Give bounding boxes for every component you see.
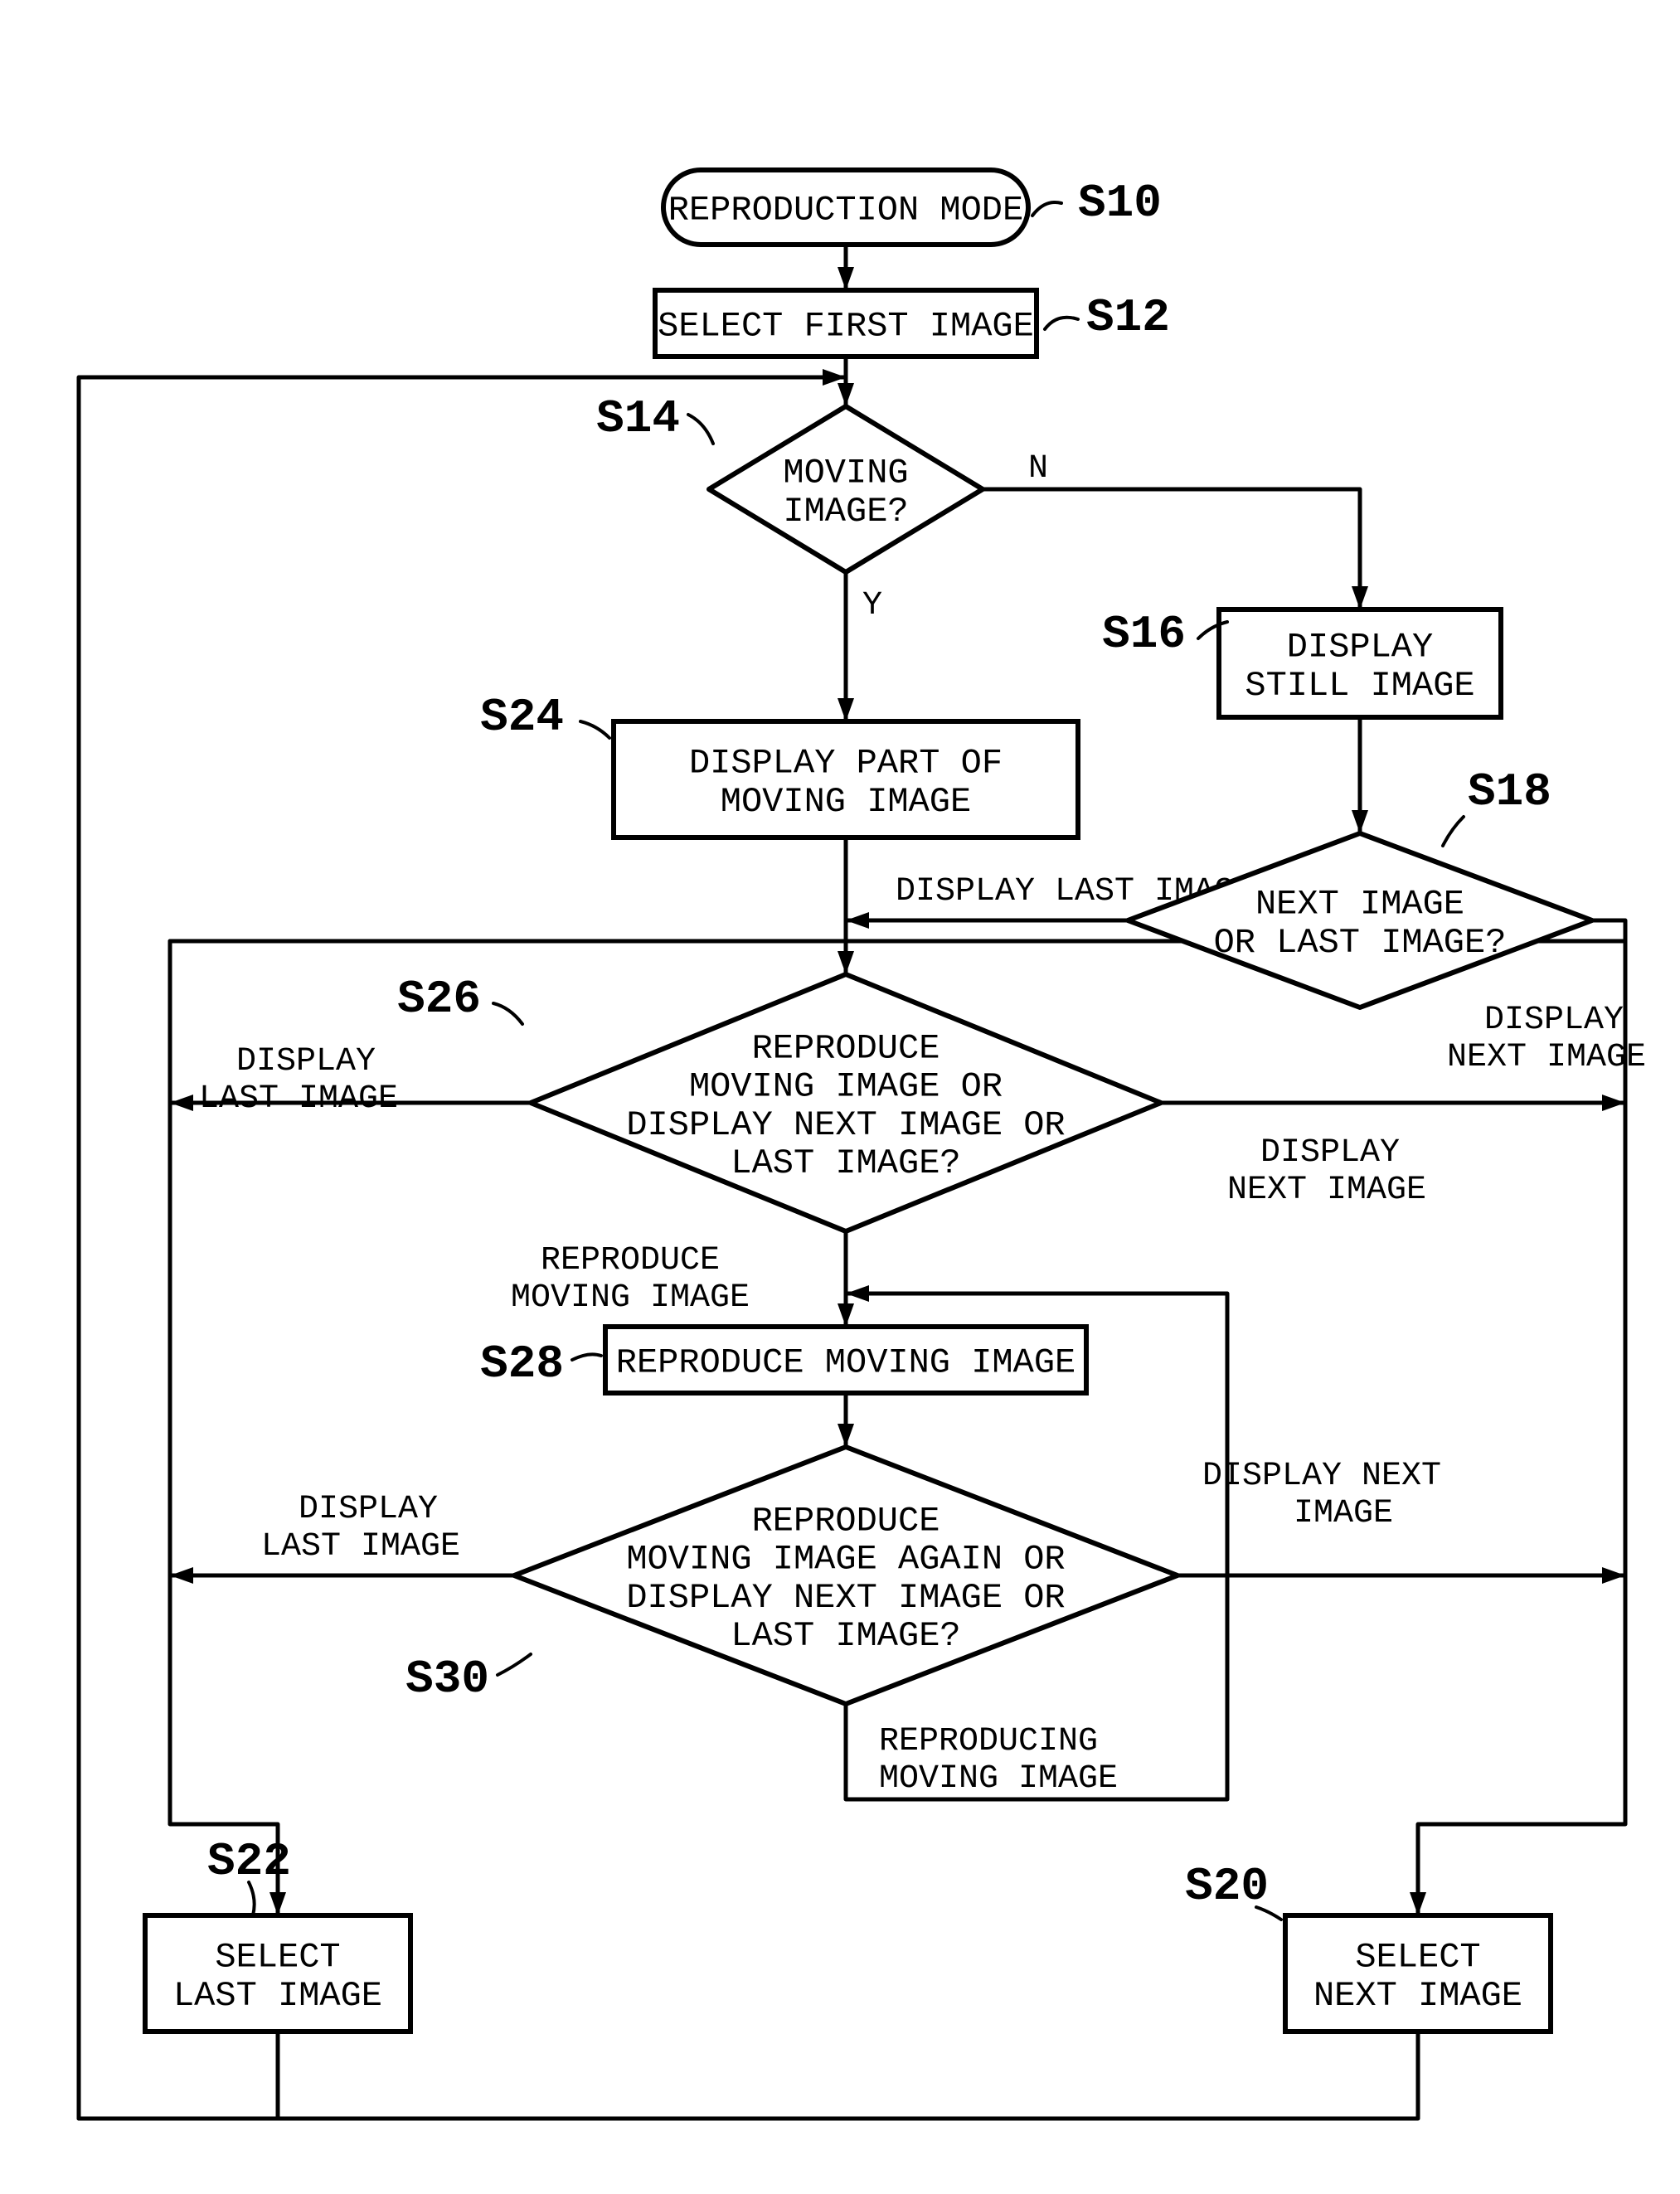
- step-label-S24: S24: [480, 691, 564, 744]
- edge-S14-S16: [983, 489, 1360, 609]
- step-label-S16: S16: [1102, 608, 1186, 661]
- leader-S18: [1443, 817, 1464, 846]
- node-text: DISPLAY: [1287, 628, 1433, 667]
- node-text: SELECT: [215, 1938, 340, 1978]
- node-S22: SELECTLAST IMAGE S22: [145, 1835, 410, 2031]
- node-text: LAST IMAGE?: [731, 1616, 960, 1656]
- edge-label: REPRODUCE: [541, 1242, 720, 1279]
- node-text: DISPLAY NEXT IMAGE OR: [626, 1105, 1065, 1145]
- node-text: MOVING IMAGE OR: [689, 1067, 1003, 1107]
- leader-S14: [688, 415, 713, 444]
- node-S30: REPRODUCEMOVING IMAGE AGAIN ORDISPLAY NE…: [405, 1447, 1177, 1706]
- node-text: DISPLAY PART OF: [689, 744, 1003, 784]
- edge-label: DISPLAY: [299, 1491, 438, 1528]
- node-text: MOVING: [783, 454, 908, 493]
- leader-S10: [1032, 202, 1061, 216]
- node-text: REPRODUCE: [752, 1501, 940, 1541]
- edge-label: DISPLAY: [1260, 1134, 1400, 1172]
- edge-S22-topmerge: [79, 377, 846, 2119]
- node-text: LAST IMAGE?: [731, 1143, 960, 1183]
- leader-S28: [572, 1354, 601, 1360]
- edge-label: REPRODUCING: [879, 1723, 1098, 1760]
- edge-label: MOVING IMAGE: [879, 1760, 1118, 1798]
- edge-label: LAST IMAGE: [199, 1080, 398, 1118]
- leader-S26: [493, 1003, 522, 1024]
- node-text: IMAGE?: [783, 492, 908, 532]
- edge-label: MOVING IMAGE: [511, 1279, 750, 1317]
- node-text: MOVING IMAGE: [721, 782, 971, 822]
- step-label-S30: S30: [405, 1653, 489, 1706]
- edge-label: DISPLAY: [236, 1043, 376, 1080]
- step-label-S22: S22: [207, 1835, 291, 1888]
- node-text: SELECT: [1355, 1938, 1480, 1978]
- node-text: OR LAST IMAGE?: [1214, 923, 1507, 963]
- step-label-S18: S18: [1468, 765, 1551, 818]
- leader-S12: [1045, 318, 1078, 329]
- node-S16: DISPLAYSTILL IMAGE S16: [1102, 608, 1501, 717]
- step-label-S10: S10: [1078, 177, 1162, 230]
- edge-label: IMAGE: [1294, 1495, 1393, 1532]
- node-text: STILL IMAGE: [1245, 666, 1474, 706]
- edge-label: NEXT IMAGE: [1447, 1039, 1646, 1076]
- node-S14: MOVINGIMAGE? S14: [596, 392, 983, 572]
- node-text: REPRODUCE MOVING IMAGE: [616, 1343, 1076, 1383]
- edge-label: LAST IMAGE: [261, 1528, 460, 1565]
- edge-label: NEXT IMAGE: [1227, 1172, 1426, 1209]
- edge-label: DISPLAY NEXT: [1202, 1458, 1441, 1495]
- node-text: NEXT IMAGE: [1255, 885, 1464, 925]
- node-S24: DISPLAY PART OFMOVING IMAGE S24: [480, 691, 1078, 837]
- step-label-S14: S14: [596, 392, 680, 445]
- node-text: REPRODUCTION MODE: [668, 191, 1023, 231]
- leader-S20: [1256, 1907, 1281, 1920]
- node-S20: SELECTNEXT IMAGE S20: [1185, 1860, 1551, 2031]
- edge-label: Y: [862, 587, 882, 624]
- flowchart-canvas: NYDISPLAY LAST IMAGEDISPLAYNEXT IMAGEDIS…: [0, 0, 1680, 2194]
- node-text: SELECT FIRST IMAGE: [658, 307, 1034, 347]
- node-S12: SELECT FIRST IMAGE S12: [655, 290, 1170, 357]
- step-label-S20: S20: [1185, 1860, 1269, 1913]
- node-text: LAST IMAGE: [173, 1976, 382, 2016]
- step-label-S28: S28: [480, 1337, 564, 1391]
- step-label-S12: S12: [1086, 291, 1170, 344]
- edge-label: DISPLAY: [1484, 1002, 1624, 1039]
- node-text: NEXT IMAGE: [1313, 1976, 1522, 2016]
- node-text: MOVING IMAGE AGAIN OR: [626, 1540, 1065, 1580]
- edge-rightbus-S20: [1418, 1799, 1625, 1915]
- edge-label: N: [1028, 450, 1048, 488]
- node-text: REPRODUCE: [752, 1028, 940, 1068]
- node-text: DISPLAY NEXT IMAGE OR: [626, 1578, 1065, 1618]
- step-label-S26: S26: [397, 973, 481, 1026]
- leader-S30: [498, 1654, 531, 1675]
- node-S10: REPRODUCTION MODE S10: [663, 170, 1162, 245]
- leader-S24: [580, 721, 609, 738]
